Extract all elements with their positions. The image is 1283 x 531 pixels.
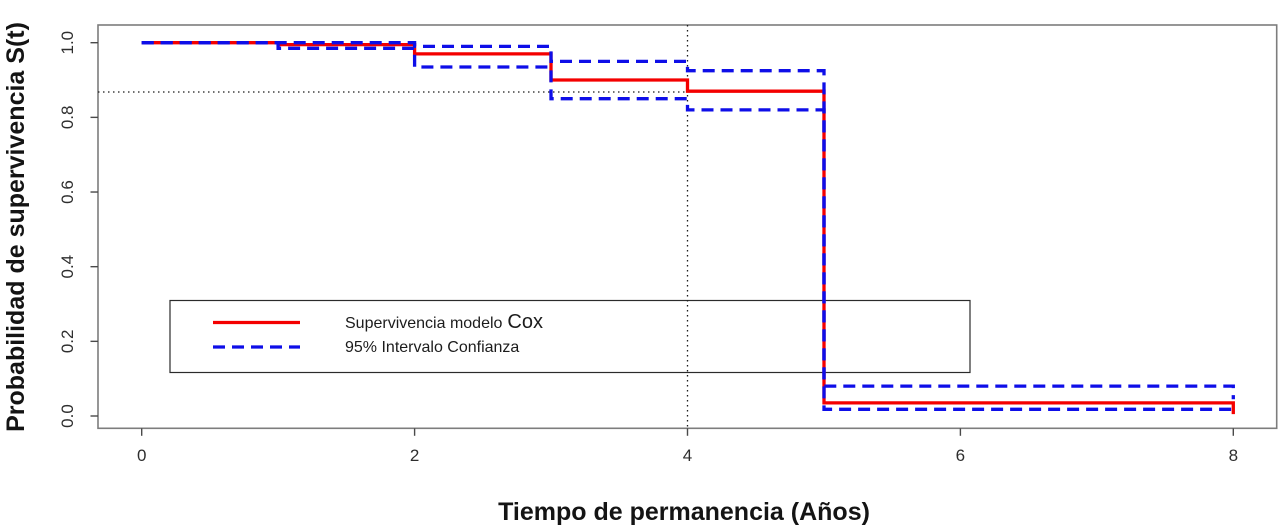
x-tick-label: 8 (1229, 446, 1238, 465)
y-tick-label: 0.0 (58, 404, 77, 428)
y-tick-label: 0.6 (58, 180, 77, 204)
x-axis-label: Tiempo de permanencia (Años) (498, 498, 870, 526)
y-tick-label: 0.4 (58, 255, 77, 279)
x-tick-label: 0 (137, 446, 146, 465)
plot-area: 0 2 4 6 8 0.0 0.2 0.4 0.6 0.8 1.0 (58, 25, 1238, 465)
x-tick-label: 6 (956, 446, 965, 465)
y-axis-label: Probabilidad de supervivencia S(t) (2, 22, 30, 432)
legend: Supervivencia modelo Cox 95% Intervalo Co… (169, 299, 971, 374)
ci-upper-curve (141, 41, 1235, 400)
y-tick-label: 0.8 (58, 106, 77, 130)
legend-label-cox: Supervivencia modelo Cox (345, 311, 543, 333)
y-tick-label: 0.2 (58, 330, 77, 354)
survival-curve (141, 41, 1235, 415)
x-tick-label: 4 (683, 446, 692, 465)
legend-label-ci: 95% Intervalo Confianza (345, 339, 519, 356)
legend-box (169, 299, 971, 374)
y-tick-label: 1.0 (58, 31, 77, 55)
ci-lower-curve (141, 41, 1234, 411)
x-tick-label: 2 (410, 446, 419, 465)
